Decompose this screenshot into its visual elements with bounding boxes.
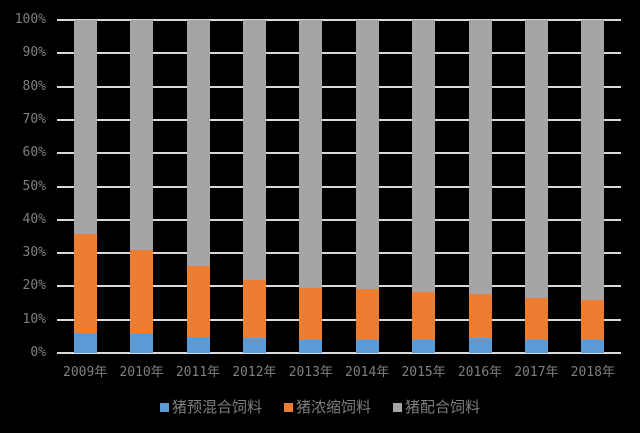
bar-segment (242, 279, 266, 339)
bar-segment (130, 334, 154, 353)
legend-swatch-compound (393, 402, 402, 412)
gridline (57, 118, 621, 121)
bar-segment (186, 266, 210, 337)
bar-segment (242, 20, 266, 280)
y-tick-label: 40% (22, 211, 46, 227)
bar-segment (242, 338, 266, 353)
y-tick-label: 50% (22, 178, 46, 194)
bar-stack (299, 20, 323, 353)
bar-segment (355, 339, 379, 353)
gridline (57, 352, 621, 354)
bar-segment (73, 20, 97, 235)
y-tick-label: 30% (22, 245, 46, 261)
bar-segment (524, 20, 548, 299)
x-tick-label: 2013年 (288, 365, 333, 380)
gridline (57, 218, 621, 221)
x-tick-label: 2009年 (63, 365, 108, 380)
gridline (57, 52, 621, 55)
bar-segment (412, 339, 436, 353)
x-tick-label: 2017年 (514, 365, 559, 380)
bar-segment (186, 20, 210, 267)
y-tick-label: 10% (22, 311, 46, 327)
x-tick-label: 2010年 (119, 365, 164, 380)
x-tick-label: 2015年 (401, 365, 446, 380)
bar-segment (412, 291, 436, 340)
bar-segment (524, 339, 548, 353)
legend-swatch-concentrate (283, 402, 293, 412)
legend-label-premix: 猪预混合饲料 (171, 398, 262, 416)
legend-swatch-premix (159, 402, 169, 412)
bar-segment (468, 294, 492, 339)
legend-item-concentrate: 猪浓缩饲料 (283, 398, 371, 416)
bar-stack (524, 20, 548, 353)
legend: 猪预混合饲料 猪浓缩饲料 猪配合饲料 (0, 398, 640, 416)
bar-segment (468, 338, 492, 353)
bar-stack (242, 20, 266, 353)
bar-segment (581, 299, 605, 340)
y-tick-label: 60% (22, 145, 46, 161)
x-tick-label: 2016年 (457, 365, 503, 380)
bar-stack (355, 20, 379, 353)
y-tick-label: 70% (22, 111, 46, 127)
bar-segment (355, 20, 379, 290)
bar-stack (412, 20, 436, 353)
bar-segment (581, 339, 605, 353)
legend-label-concentrate: 猪浓缩饲料 (295, 398, 371, 416)
bar-segment (299, 287, 323, 340)
bar-stack (130, 20, 154, 353)
bar-segment (581, 20, 605, 300)
bar-segment (130, 20, 154, 251)
bar-segment (73, 234, 97, 334)
gridline (57, 285, 621, 288)
legend-item-compound: 猪配合饲料 (393, 398, 480, 416)
y-tick-label: 0% (30, 345, 46, 360)
bar-stack (468, 20, 492, 353)
bar-segment (130, 250, 154, 335)
y-tick-label: 90% (22, 45, 46, 61)
bar-segment (299, 20, 323, 288)
gridline (57, 185, 621, 188)
bar-segment (468, 20, 492, 295)
bar-segment (299, 339, 323, 353)
y-tick-label: 80% (22, 78, 46, 94)
gridline (57, 19, 621, 21)
y-tick-label: 20% (22, 278, 46, 294)
bar-segment (73, 333, 97, 353)
bar-stack (186, 20, 210, 353)
legend-label-compound: 猪配合饲料 (405, 398, 481, 416)
gridline (57, 318, 621, 321)
bar-stack (73, 20, 97, 353)
x-tick-label: 2012年 (232, 365, 277, 380)
x-tick-label: 2011年 (175, 365, 221, 380)
legend-item-premix: 猪预混合饲料 (159, 398, 262, 416)
gridline (57, 152, 621, 155)
bar-segment (524, 298, 548, 340)
x-tick-label: 2014年 (345, 365, 390, 380)
bar-stack (581, 20, 605, 353)
bar-segment (355, 289, 379, 340)
gridline (57, 85, 621, 88)
y-tick-label: 100% (14, 12, 46, 27)
x-tick-label: 2018年 (570, 365, 615, 380)
bar-segment (412, 20, 436, 292)
bar-segment (186, 336, 210, 353)
gridline (57, 252, 621, 255)
